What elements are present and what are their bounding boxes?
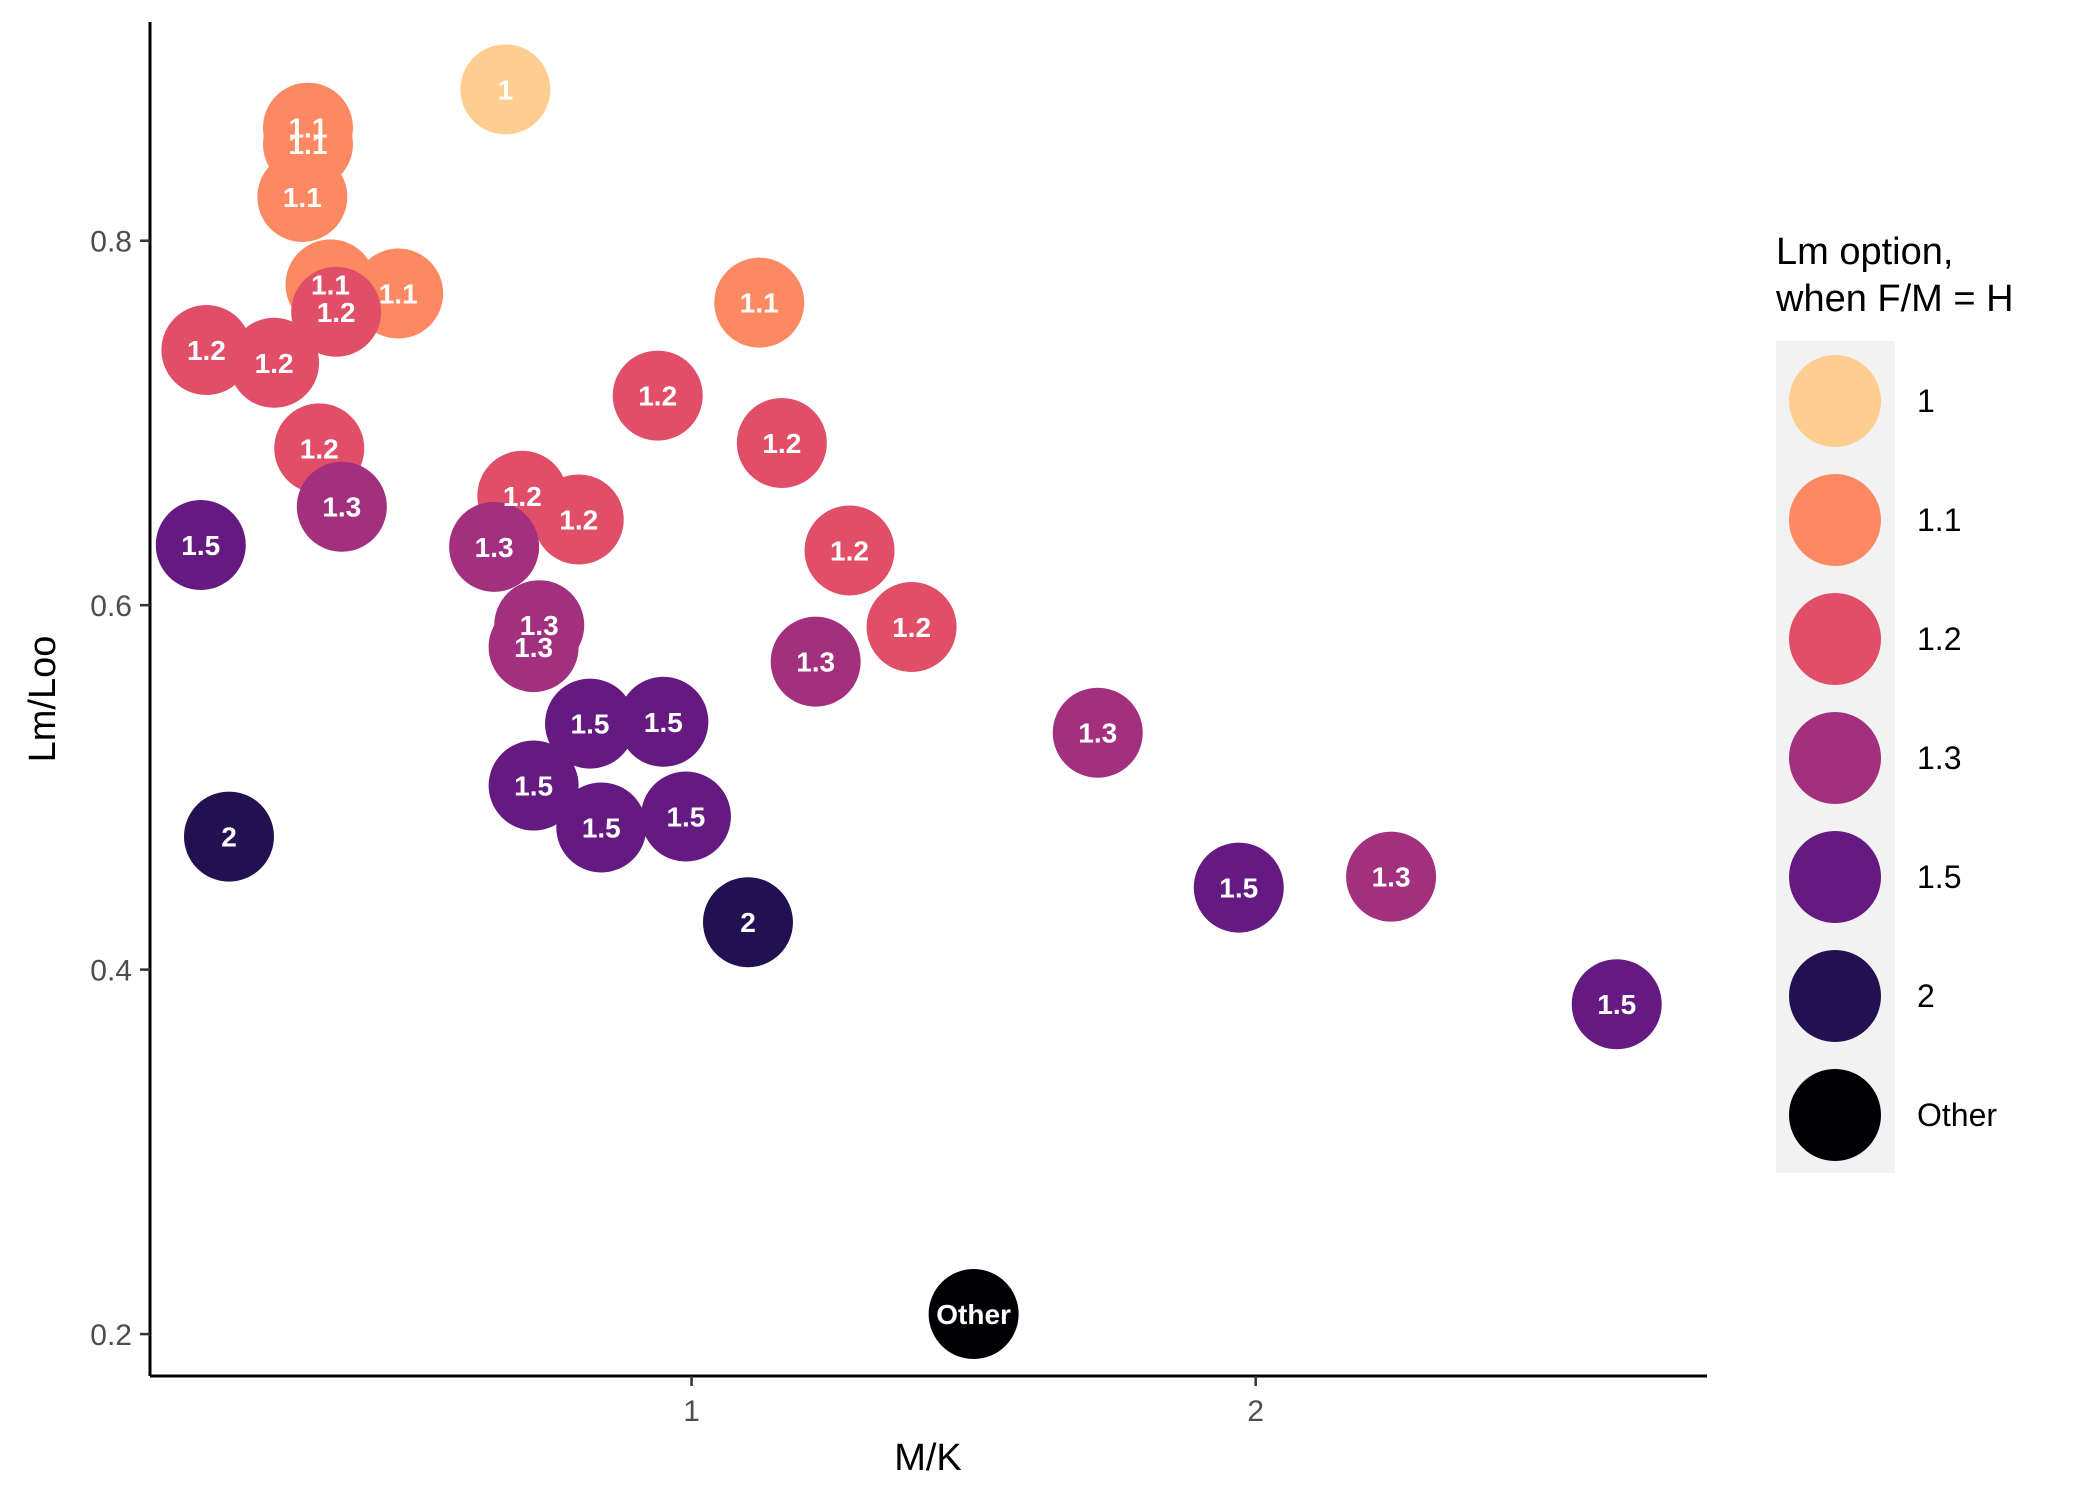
legend: Lm option, when F/M = H 1 1.1 1.2 1.3 1.5 2 Ot… [1775, 231, 2014, 1173]
data-point-label: 1.3 [322, 492, 361, 523]
data-point-label: Other [936, 1299, 1011, 1330]
data-point-label: 1.2 [762, 428, 801, 459]
data-point-label: 1.5 [1597, 989, 1636, 1020]
data-point-label: 1.5 [644, 707, 683, 738]
data-point [770, 616, 861, 707]
data-point [866, 582, 957, 673]
data-point-label: 1.2 [317, 297, 356, 328]
data-point-label: 1.3 [1078, 718, 1117, 749]
data-point [460, 44, 551, 135]
ticks-layer: 0.2 0.4 0.6 0.8 1 2 [90, 226, 1264, 1428]
legend-label-2: 2 [1917, 978, 1935, 1014]
legend-label-1-2: 1.2 [1917, 621, 1961, 657]
data-point [155, 500, 246, 591]
data-point-label: 1.1 [288, 113, 327, 144]
data-point-label: 1.5 [582, 812, 621, 843]
data-point [183, 791, 274, 882]
data-point [545, 678, 636, 769]
legend-key-1-5 [1789, 831, 1881, 923]
points-layer: 11.11.11.11.1 1.1 1.11.21.2 1.21.21.21.21.2… [155, 44, 1662, 1360]
data-point-label: 1 [498, 74, 514, 105]
x-tick-label: 1 [683, 1395, 700, 1428]
data-point-label: 1.5 [571, 709, 610, 740]
data-point [804, 505, 895, 596]
data-point-label: 1.3 [514, 632, 553, 663]
data-point-label: 2 [221, 822, 237, 853]
y-tick-label: 0.6 [90, 590, 132, 623]
data-point-label: 2 [740, 907, 756, 938]
legend-key-1-1 [1789, 474, 1881, 566]
data-point [296, 461, 387, 552]
data-point [257, 151, 348, 242]
data-point [612, 350, 703, 441]
data-point-label: 1.2 [187, 335, 226, 366]
data-point-label: 1.1 [283, 182, 322, 213]
legend-key-1-3 [1789, 712, 1881, 804]
axes-layer [148, 22, 1707, 1378]
data-point [449, 501, 540, 592]
data-point [618, 676, 709, 767]
x-tick-label: 2 [1247, 1395, 1264, 1428]
data-point [1193, 842, 1284, 933]
data-point [714, 257, 805, 348]
data-point [1346, 831, 1437, 922]
legend-title-line-2: when F/M = H [1775, 278, 2014, 320]
y-axis-title: Lm/Loo [22, 636, 64, 763]
legend-label-other: Other [1917, 1097, 1997, 1133]
data-point [1571, 959, 1662, 1050]
data-point [161, 305, 252, 396]
legend-key-1 [1789, 355, 1881, 447]
data-point [533, 474, 624, 565]
y-tick-label: 0.4 [90, 955, 132, 988]
data-point-label: 1.3 [796, 647, 835, 678]
data-point-label: 1.3 [475, 532, 514, 563]
legend-label-1-1: 1.1 [1917, 502, 1961, 538]
data-point [229, 317, 320, 408]
legend-label-1-3: 1.3 [1917, 740, 1961, 776]
data-point-label: 1.2 [503, 481, 542, 512]
data-point [1052, 687, 1143, 778]
legend-key-1-2 [1789, 593, 1881, 685]
data-point [640, 771, 731, 862]
data-point [556, 782, 647, 873]
data-point-label: 1.1 [311, 269, 350, 300]
legend-key-other [1789, 1069, 1881, 1161]
data-point-label: 1.2 [892, 612, 931, 643]
data-point [488, 740, 579, 831]
legend-label-1-5: 1.5 [1917, 859, 1961, 895]
data-point-label: 1.2 [559, 504, 598, 535]
x-axis-title: M/K [894, 1437, 962, 1479]
data-point-label: 1.2 [830, 535, 869, 566]
y-tick-label: 0.8 [90, 226, 132, 259]
data-point [928, 1269, 1019, 1360]
data-point-label: 1.5 [666, 802, 705, 833]
data-point [291, 266, 382, 357]
data-point-label: 1.5 [514, 771, 553, 802]
data-point [736, 397, 827, 488]
data-point-label: 1.5 [1219, 873, 1258, 904]
data-point-label: 1.1 [288, 129, 327, 160]
data-point-label: 1.5 [181, 530, 220, 561]
legend-label-1: 1 [1917, 383, 1935, 419]
data-point-label: 1.1 [740, 288, 779, 319]
legend-title-line-1: Lm option, [1776, 231, 1953, 273]
data-point-label: 1.2 [638, 381, 677, 412]
y-tick-label: 0.2 [90, 1319, 132, 1352]
data-point [488, 602, 579, 693]
legend-key-2 [1789, 950, 1881, 1042]
data-point-label: 1.2 [300, 433, 339, 464]
data-point-label: 1.3 [1372, 862, 1411, 893]
data-point [702, 877, 793, 968]
data-point-label: 1.3 [520, 610, 559, 641]
data-point-label: 1.1 [379, 279, 418, 310]
data-point-label: 1.2 [255, 348, 294, 379]
